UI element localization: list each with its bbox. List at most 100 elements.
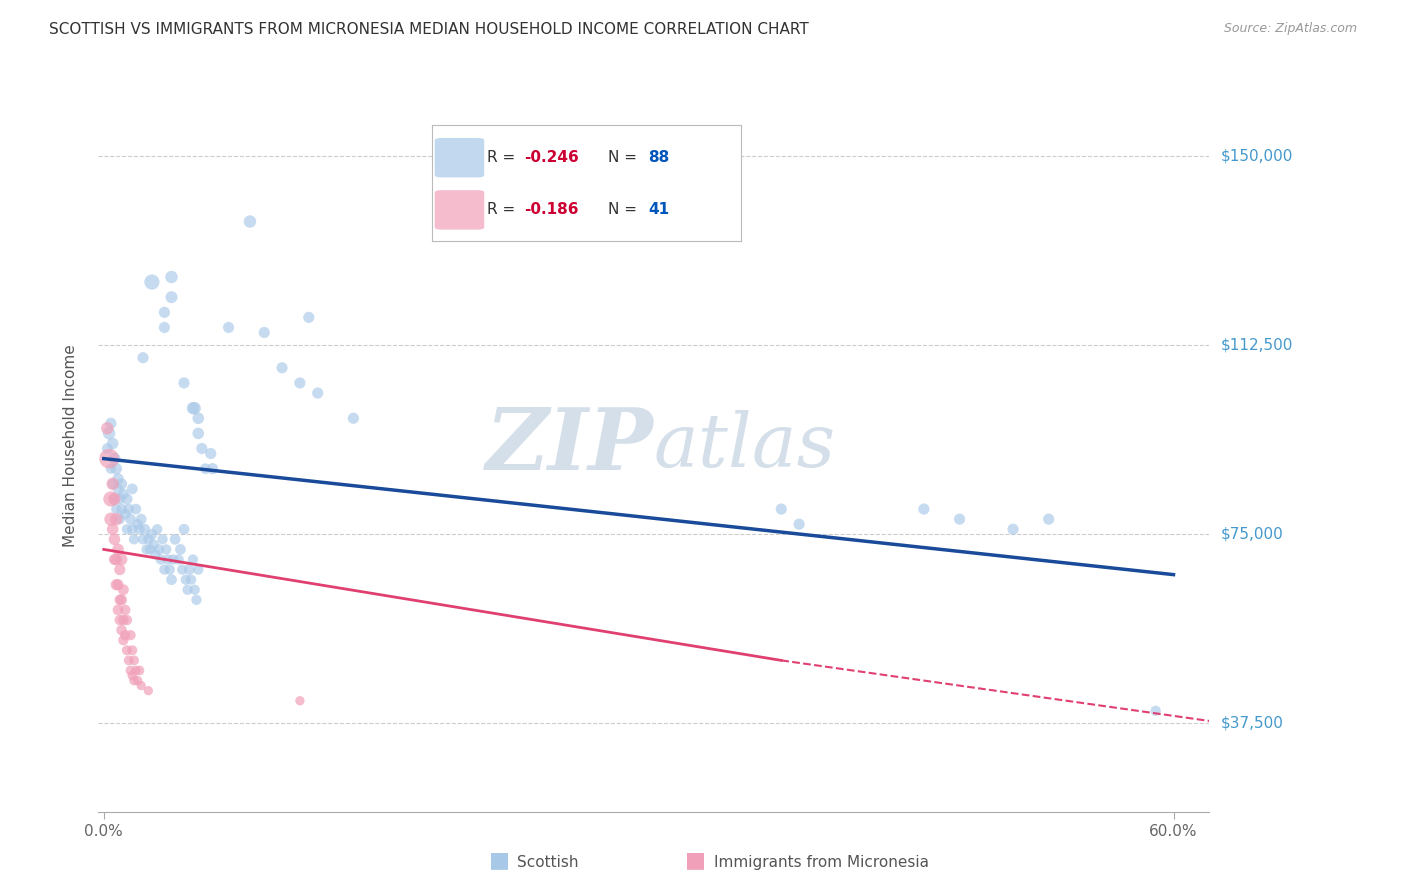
Point xyxy=(108,613,131,627)
Text: $75,000: $75,000 xyxy=(1220,527,1284,541)
Point xyxy=(122,653,145,667)
Point xyxy=(132,533,155,547)
Point xyxy=(183,401,205,416)
Point xyxy=(112,633,135,648)
Point xyxy=(160,573,183,587)
Point xyxy=(103,552,125,566)
Point xyxy=(120,664,142,678)
Point xyxy=(108,491,131,506)
Point xyxy=(153,320,176,334)
Point xyxy=(115,613,138,627)
Point xyxy=(120,512,142,526)
Point xyxy=(152,533,174,547)
Text: N =: N = xyxy=(607,202,641,218)
Point xyxy=(107,603,129,617)
Point xyxy=(121,668,143,682)
Point xyxy=(160,290,183,304)
Point xyxy=(187,426,209,441)
Point xyxy=(103,491,125,506)
Point xyxy=(179,563,201,577)
Point xyxy=(145,548,167,562)
Text: 41: 41 xyxy=(648,202,669,218)
Point xyxy=(132,351,155,365)
Text: atlas: atlas xyxy=(654,409,837,483)
Point xyxy=(101,436,124,450)
Point xyxy=(149,552,172,566)
Point xyxy=(135,542,157,557)
Point xyxy=(176,582,198,597)
Point xyxy=(288,376,311,390)
Point xyxy=(100,461,122,475)
Point xyxy=(118,653,141,667)
Point xyxy=(98,451,121,466)
Point xyxy=(101,522,124,536)
Point xyxy=(107,472,129,486)
Text: Scottish: Scottish xyxy=(517,855,579,870)
Point xyxy=(110,552,132,566)
Y-axis label: Median Household Income: Median Household Income xyxy=(63,344,77,548)
Point xyxy=(110,623,132,637)
Text: -0.186: -0.186 xyxy=(524,202,579,218)
Point xyxy=(108,592,131,607)
FancyBboxPatch shape xyxy=(434,138,484,178)
Point xyxy=(159,563,181,577)
Text: SCOTTISH VS IMMIGRANTS FROM MICRONESIA MEDIAN HOUSEHOLD INCOME CORRELATION CHART: SCOTTISH VS IMMIGRANTS FROM MICRONESIA M… xyxy=(49,22,808,37)
Point xyxy=(146,522,169,536)
Point xyxy=(770,502,793,516)
Point xyxy=(181,401,204,416)
Point xyxy=(127,517,149,532)
Point xyxy=(118,502,141,516)
Point xyxy=(110,592,132,607)
Point xyxy=(121,643,143,657)
Point xyxy=(107,578,129,592)
Point xyxy=(107,542,129,557)
Point xyxy=(155,542,177,557)
Point xyxy=(153,563,176,577)
Point xyxy=(100,417,122,431)
Point xyxy=(218,320,240,334)
Point xyxy=(239,214,262,228)
Point xyxy=(108,563,131,577)
Point xyxy=(103,533,125,547)
Point xyxy=(105,552,128,566)
Point xyxy=(105,578,128,592)
Point xyxy=(156,552,179,566)
Point xyxy=(200,446,222,460)
Point xyxy=(127,673,149,688)
Point xyxy=(103,451,125,466)
Point xyxy=(342,411,364,425)
Point xyxy=(191,442,214,456)
Point xyxy=(194,461,217,475)
Point xyxy=(201,461,224,475)
Text: $37,500: $37,500 xyxy=(1220,716,1284,731)
Point xyxy=(169,542,191,557)
Point xyxy=(1002,522,1025,536)
Text: R =: R = xyxy=(488,202,520,218)
Point xyxy=(288,694,311,708)
Point xyxy=(101,476,124,491)
Point xyxy=(174,573,197,587)
Point xyxy=(105,502,128,516)
Text: -0.246: -0.246 xyxy=(524,150,579,165)
Point xyxy=(787,517,810,532)
Point xyxy=(96,442,118,456)
Point xyxy=(138,533,160,547)
Point xyxy=(187,563,209,577)
Point xyxy=(120,628,142,642)
Point xyxy=(129,512,152,526)
Point xyxy=(112,613,135,627)
Point xyxy=(153,305,176,319)
Point xyxy=(1144,704,1167,718)
Point xyxy=(307,386,329,401)
Point xyxy=(100,512,122,526)
Point xyxy=(173,376,195,390)
Point xyxy=(96,421,118,435)
Point xyxy=(183,582,205,597)
Point xyxy=(121,482,143,496)
Text: ZIP: ZIP xyxy=(486,404,654,488)
Point xyxy=(148,542,170,557)
Point xyxy=(181,552,204,566)
Point xyxy=(253,326,276,340)
Point xyxy=(98,426,121,441)
Point xyxy=(105,461,128,475)
